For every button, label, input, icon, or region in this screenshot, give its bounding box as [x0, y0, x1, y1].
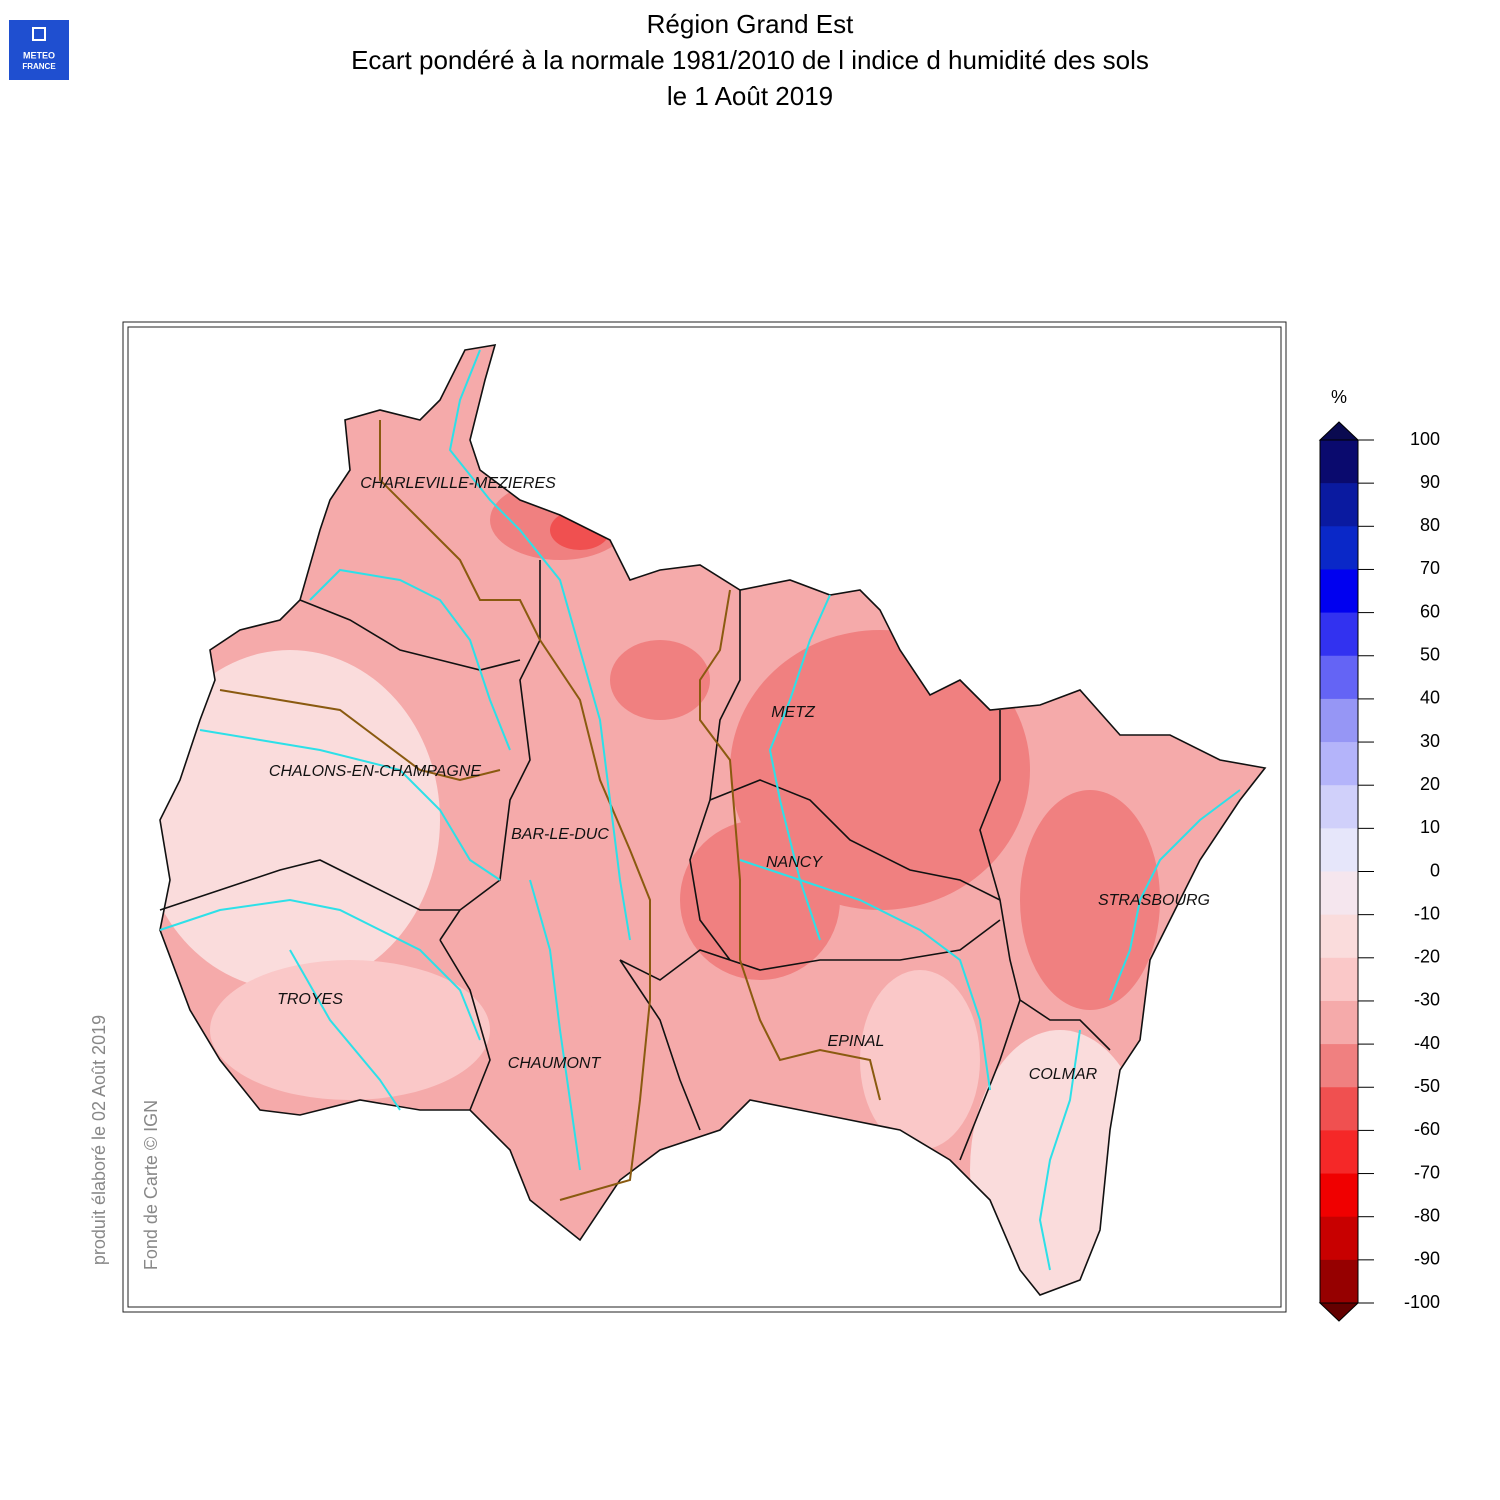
colorbar-tick-label: 0	[1430, 860, 1440, 880]
colorbar-tick-label: -10	[1414, 903, 1440, 923]
colorbar-tick-label: 70	[1420, 558, 1440, 578]
city-label: COLMAR	[1029, 1066, 1098, 1083]
colorbar-tick-label: 90	[1420, 472, 1440, 492]
city-label: STRASBOURG	[1098, 892, 1210, 909]
colorbar-unit: %	[1331, 387, 1347, 407]
colorbar-band	[1320, 1000, 1358, 1045]
colorbar-tick-label: 100	[1410, 429, 1440, 449]
colorbar-band	[1320, 1087, 1358, 1131]
colorbar-band	[1320, 742, 1358, 786]
logo	[9, 20, 69, 80]
colorbar-tick-label: -30	[1414, 990, 1440, 1010]
title: Région Grand Est	[647, 9, 854, 39]
colorbar-tick-label: 20	[1420, 774, 1440, 794]
colorbar-band	[1320, 828, 1358, 872]
city-label: CHALONS-EN-CHAMPAGNE	[269, 763, 482, 780]
colorbar-band	[1320, 526, 1358, 570]
title: le 1 Août 2019	[667, 81, 833, 111]
colorbar-band	[1320, 785, 1358, 829]
colorbar-tick-label: -70	[1414, 1162, 1440, 1182]
colorbar-band	[1320, 957, 1358, 1002]
frame	[122, 321, 1287, 1313]
colorbar-tick-label: -60	[1414, 1119, 1440, 1139]
colorbar-band	[1320, 1216, 1358, 1261]
colorbar-tick-label: 10	[1420, 817, 1440, 837]
colorbar-tick-label: -50	[1414, 1076, 1440, 1096]
city-label: CHARLEVILLE-MEZIERES	[360, 475, 556, 492]
colorbar-band	[1320, 1173, 1358, 1218]
colorbar-band	[1320, 569, 1358, 614]
colorbar-tick-label: 50	[1420, 645, 1440, 665]
colorbar-over	[1318, 421, 1360, 441]
city-label: EPINAL	[828, 1033, 885, 1050]
colorbar-band	[1320, 1130, 1358, 1175]
city-label: TROYES	[277, 991, 343, 1008]
colorbar-tick-label: -90	[1414, 1249, 1440, 1269]
colorbar-band	[1320, 698, 1358, 743]
colorbar-tick-label: -100	[1404, 1292, 1440, 1312]
colorbar-under	[1318, 1302, 1360, 1322]
colorbar-tick-label: -40	[1414, 1033, 1440, 1053]
city-label: NANCY	[766, 854, 823, 871]
colorbar-band	[1320, 1044, 1358, 1088]
logo-icon	[32, 27, 46, 41]
logo-text: METEO	[23, 50, 55, 60]
colorbar: 1009080706050403020100-10-20-30-40-50-60…	[1318, 421, 1440, 1322]
colorbar-tick-label: 80	[1420, 515, 1440, 535]
colorbar-band	[1320, 871, 1358, 916]
colorbar-tick-label: 40	[1420, 688, 1440, 708]
colorbar-tick-label: 60	[1420, 601, 1440, 621]
city-label: METZ	[771, 704, 816, 721]
credit-note: Fond de Carte © IGN	[141, 1100, 161, 1270]
colorbar-band	[1320, 1259, 1358, 1304]
city-label: BAR-LE-DUC	[511, 826, 609, 843]
logo-text: FRANCE	[22, 62, 56, 71]
colorbar-band	[1320, 612, 1358, 657]
colorbar-band	[1320, 914, 1358, 959]
colorbar-tick-label: -20	[1414, 947, 1440, 967]
colorbar-tick-label: -80	[1414, 1205, 1440, 1225]
produced-note: produit élaboré le 02 Août 2019	[89, 1015, 109, 1265]
frame	[127, 326, 1282, 1308]
colorbar-band	[1320, 440, 1358, 484]
city-label: CHAUMONT	[508, 1055, 602, 1072]
colorbar-tick-label: 30	[1420, 731, 1440, 751]
map: CHARLEVILLE-MEZIERES METZ CHALONS-EN-CHA…	[159, 344, 1266, 1296]
title: Ecart pondéré à la normale 1981/2010 de …	[351, 45, 1149, 75]
colorbar-band	[1320, 483, 1358, 527]
colorbar-band	[1320, 655, 1358, 700]
